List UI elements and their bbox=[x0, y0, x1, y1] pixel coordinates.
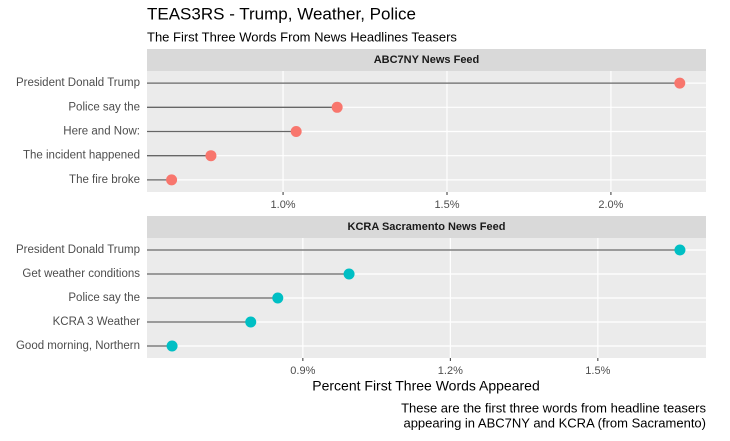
x-tick-label: 1.0% bbox=[271, 199, 296, 211]
strip bbox=[147, 216, 706, 238]
dot bbox=[290, 126, 302, 137]
dot bbox=[331, 101, 343, 113]
chart-subtitle: The First Three Words From News Headline… bbox=[147, 29, 457, 44]
y-tick-label: KCRA 3 Weather bbox=[53, 316, 141, 328]
y-tick-label: Police say the bbox=[68, 101, 140, 113]
dot bbox=[674, 77, 686, 89]
caption: appearing in ABC7NY and KCRA (from Sacra… bbox=[403, 415, 706, 430]
x-tick-label: 1.5% bbox=[434, 199, 459, 211]
y-tick-label: The incident happened bbox=[23, 150, 140, 162]
y-tick-label: President Donald Trump bbox=[16, 77, 140, 89]
x-axis-title: Percent First Three Words Appeared bbox=[312, 378, 539, 394]
dot bbox=[343, 268, 355, 280]
x-tick-label: 2.0% bbox=[598, 199, 623, 211]
dot bbox=[245, 316, 257, 328]
y-tick-label: Police say the bbox=[68, 292, 140, 304]
strip bbox=[147, 49, 706, 71]
x-tick-label: 1.5% bbox=[585, 365, 610, 377]
caption: These are the first three words from hea… bbox=[401, 400, 706, 415]
y-tick-label: Get weather conditions bbox=[22, 268, 140, 280]
dot bbox=[166, 174, 178, 186]
dot bbox=[674, 244, 686, 256]
dot bbox=[272, 292, 284, 304]
panel-title: KCRA Sacramento News Feed bbox=[348, 221, 506, 233]
panel-title: ABC7NY News Feed bbox=[374, 54, 480, 66]
x-tick-label: 1.2% bbox=[438, 365, 463, 377]
y-tick-label: The fire broke bbox=[69, 174, 140, 186]
dot bbox=[205, 150, 217, 162]
y-tick-label: Here and Now: bbox=[63, 126, 140, 138]
y-tick-label: Good morning, Northern bbox=[16, 340, 140, 352]
chart-title: TEAS3RS - Trump, Weather, Police bbox=[147, 4, 416, 23]
dot bbox=[166, 340, 178, 352]
x-tick-label: 0.9% bbox=[290, 365, 315, 377]
y-tick-label: President Donald Trump bbox=[16, 244, 140, 256]
